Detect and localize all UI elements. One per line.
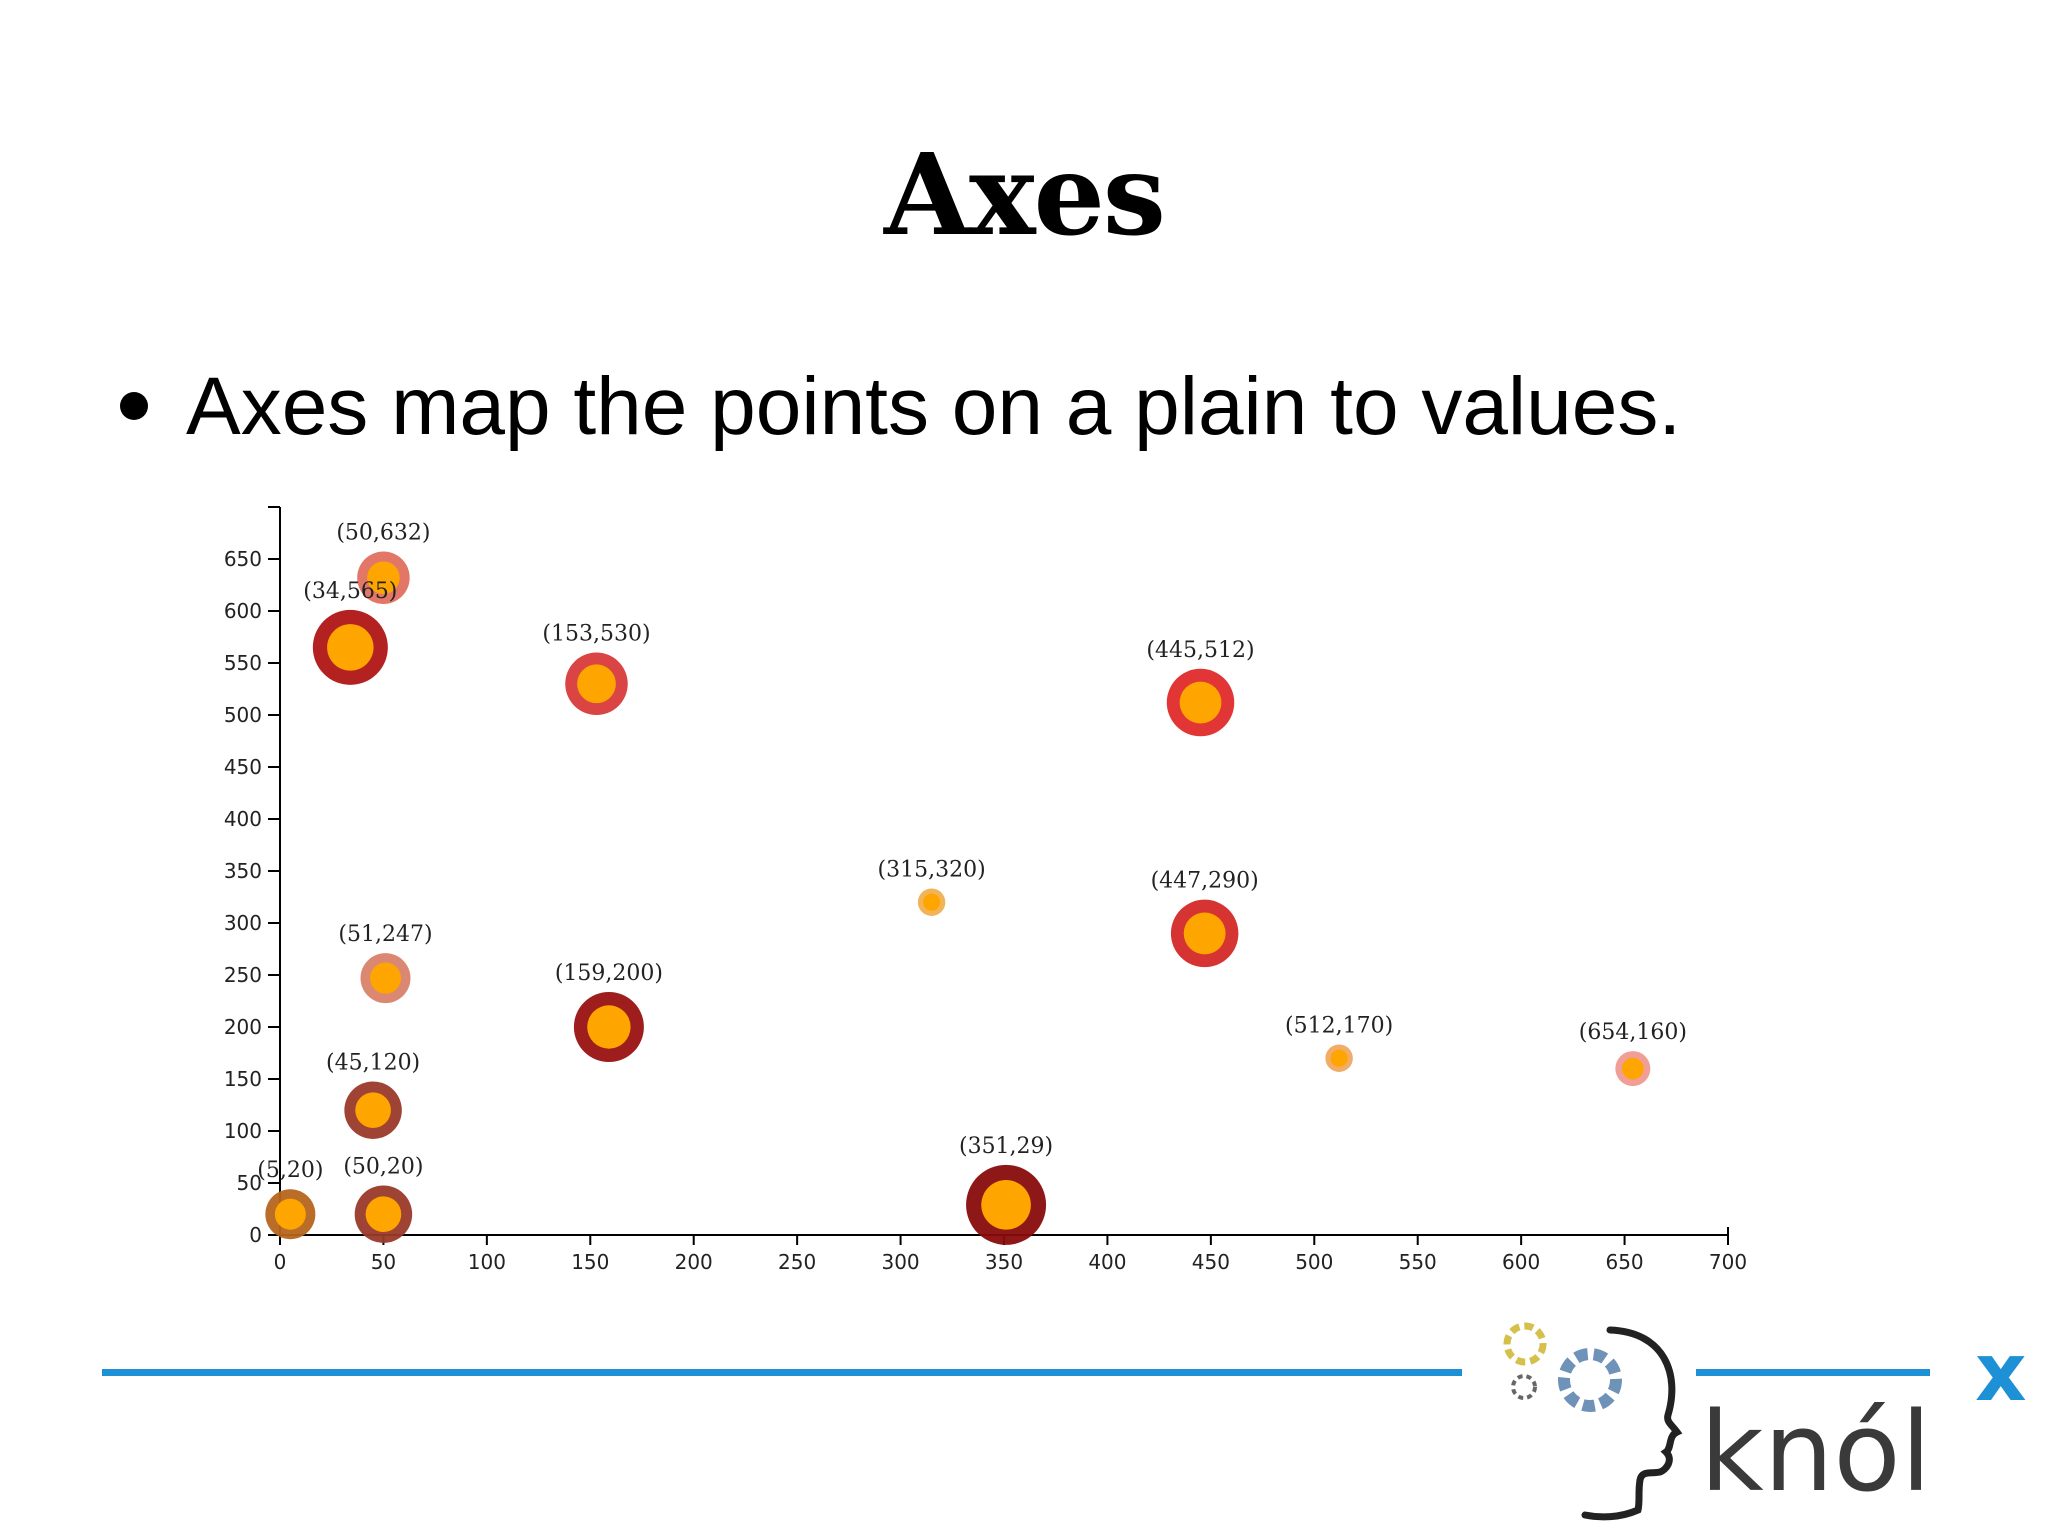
x-tick-label: 300 [881,1250,919,1274]
slide-title: Axes [884,130,1166,261]
knolx-logo: knól x [1503,1322,2027,1521]
point-marker [355,1092,391,1129]
x-tick-label: 450 [1192,1250,1230,1274]
point-marker [923,893,941,911]
point-label: (512,170) [1285,1013,1393,1038]
point-label: (50,632) [336,520,430,545]
y-tick-label: 200 [224,1015,262,1039]
x-tick-label: 700 [1709,1250,1747,1274]
bullet-dot [120,392,148,421]
point-marker [367,561,400,594]
bullet-text: Axes map the points on a plain to values… [186,361,1682,452]
y-tick-label: 500 [224,703,262,727]
y-tick-label: 450 [224,755,262,779]
y-tick-label: 250 [224,963,262,987]
y-tick-label: 150 [224,1067,262,1091]
y-tick-label: 550 [224,651,262,675]
y-tick-label: 400 [224,807,262,831]
y-tick-label: 650 [224,547,262,571]
point-label: (45,120) [326,1050,420,1075]
point-marker [274,1198,306,1230]
point-marker [327,624,374,671]
point-marker [1179,681,1222,724]
footer-rule-left [102,1369,1462,1376]
x-tick-label: 400 [1088,1250,1126,1274]
gear-icon-yellow [1503,1322,1547,1366]
point-marker [1621,1057,1644,1080]
point-label: (351,29) [959,1134,1053,1159]
y-tick-label: 0 [249,1223,262,1247]
point-label: (315,320) [878,857,986,882]
y-tick-label: 600 [224,599,262,623]
x-tick-label: 550 [1399,1250,1437,1274]
logo-superscript: x [1975,1326,2027,1419]
y-tick-label: 100 [224,1119,262,1143]
point-label: (153,530) [542,622,650,647]
point-label: (445,512) [1146,638,1254,663]
x-tick-label: 350 [985,1250,1023,1274]
point-marker [369,962,401,994]
point-marker [981,1180,1031,1230]
head-profile-icon [1581,1326,1683,1521]
x-tick-label: 200 [675,1250,713,1274]
point-marker [1183,912,1226,955]
footer-rule-right [1696,1369,1930,1376]
gear-icon-blue [1558,1348,1622,1412]
x-tick-label: 150 [571,1250,609,1274]
x-tick-label: 600 [1502,1250,1540,1274]
point-label: (654,160) [1579,1020,1687,1045]
x-tick-label: 650 [1605,1250,1643,1274]
y-tick-label: 350 [224,859,262,883]
point-marker [587,1005,631,1049]
point-label: (447,290) [1151,869,1259,894]
point-marker [365,1196,402,1233]
point-label: (51,247) [338,922,432,947]
x-tick-label: 0 [274,1250,287,1274]
x-tick-label: 250 [778,1250,816,1274]
logo-wordmark: knól [1700,1388,1931,1516]
point-label: (159,200) [555,961,663,986]
point-label: (5,20) [257,1158,323,1183]
point-marker [1330,1049,1348,1067]
y-tick-label: 50 [237,1171,262,1195]
x-tick-label: 500 [1295,1250,1333,1274]
gear-icon-gray [1511,1374,1537,1400]
point-marker [577,664,616,704]
point-label: (50,20) [343,1154,423,1179]
bullet-item: Axes map the points on a plain to values… [120,360,1681,454]
x-tick-label: 100 [468,1250,506,1274]
x-tick-label: 50 [371,1250,396,1274]
y-tick-label: 300 [224,911,262,935]
point-label: (34,565) [303,579,397,604]
